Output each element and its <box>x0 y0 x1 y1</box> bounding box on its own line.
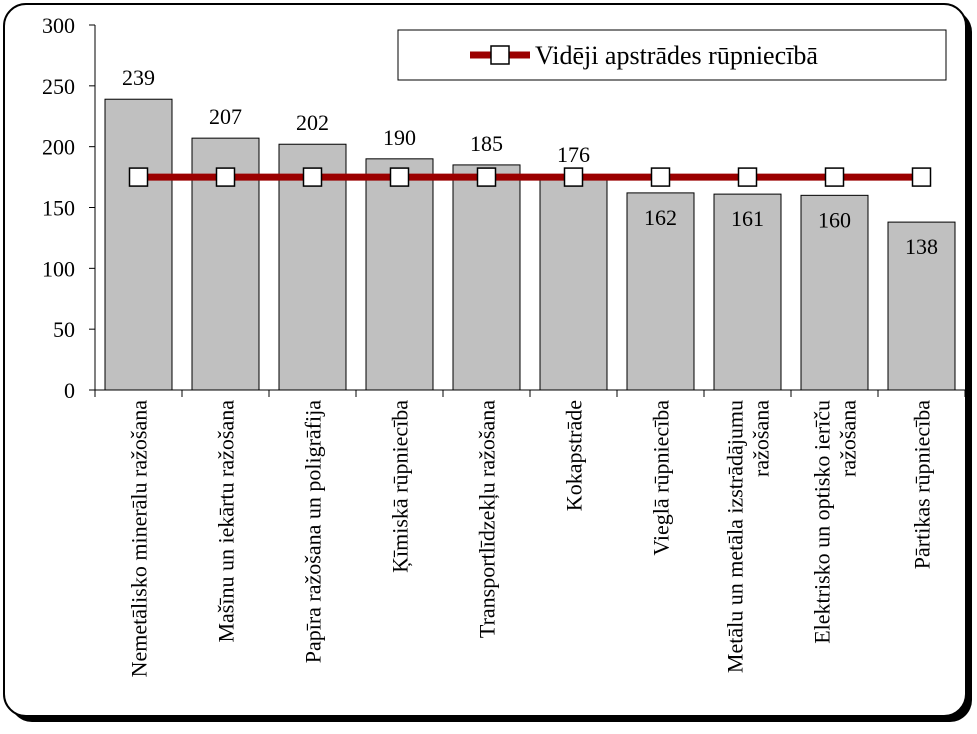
line-marker <box>302 167 323 187</box>
y-tick-label: 200 <box>42 135 75 160</box>
bar <box>887 221 956 391</box>
line-marker <box>128 167 149 187</box>
plot: 0 50 100 150 200 250 300 239 207 202 190 185 176 162 1… <box>42 13 966 678</box>
bar <box>539 175 608 391</box>
bar <box>452 164 521 391</box>
x-tick-label: Papīra ražošana un poligrāfija <box>301 400 326 664</box>
x-tick-label: Vieglā rūpniecība <box>649 400 674 556</box>
value-label: 239 <box>122 65 155 90</box>
value-label: 190 <box>383 125 416 150</box>
value-label: 202 <box>296 110 329 135</box>
x-tick-label: Kokapstrāde <box>562 400 587 511</box>
y-tick-label: 50 <box>53 317 75 342</box>
value-label: 185 <box>470 131 503 156</box>
x-tick-label: Transportlīdzekļu ražošana <box>475 400 500 638</box>
line-marker <box>215 167 236 187</box>
value-label: 138 <box>905 234 938 259</box>
value-label: 161 <box>731 206 764 231</box>
bar <box>365 158 434 391</box>
y-tick-label: 300 <box>42 13 75 38</box>
y-tick-label: 0 <box>64 378 75 403</box>
legend-marker <box>490 45 510 65</box>
line-marker <box>650 167 671 187</box>
line-marker <box>824 167 845 187</box>
bar <box>626 192 695 391</box>
bar <box>104 98 173 391</box>
line-marker <box>476 167 497 187</box>
line-marker <box>737 167 758 187</box>
value-label: 176 <box>557 142 590 167</box>
bar <box>713 193 782 391</box>
line-marker <box>911 167 932 187</box>
bar <box>800 194 869 391</box>
x-tick-label: Nemetālisko minerālu ražošana <box>127 400 152 678</box>
value-label: 162 <box>644 205 677 230</box>
y-tick-label: 150 <box>42 196 75 221</box>
x-tick-label: Ķīmiskā rūpniecība <box>388 400 413 573</box>
x-tick-label: Pārtikas rūpniecība <box>910 400 935 569</box>
line-marker <box>389 167 410 187</box>
x-tick-label: Metālu un metāla izstrādājumuražošana <box>723 400 774 673</box>
y-tick-label: 100 <box>42 256 75 281</box>
x-tick-label: Elektrisko un optisko ierīčuražošana <box>810 400 861 644</box>
y-tick-label: 250 <box>42 74 75 99</box>
line-marker <box>563 167 584 187</box>
value-label: 160 <box>818 207 851 232</box>
value-label: 207 <box>209 104 242 129</box>
legend-label: Vidēji apstrādes rūpniecībā <box>535 41 818 70</box>
x-tick-label: Mašīnu un iekārtu ražošana <box>214 400 239 643</box>
